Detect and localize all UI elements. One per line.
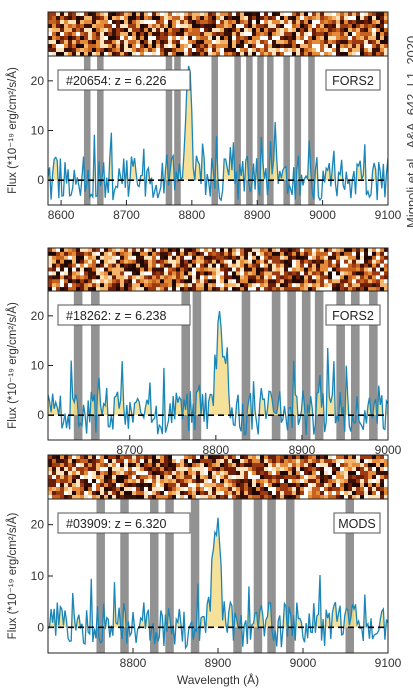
x-tick-label-3: 9000 — [290, 656, 317, 670]
x-tick-label-4: 9100 — [375, 656, 402, 670]
spectrum-2d-image — [48, 248, 388, 291]
x-tick-label-2: 8700 — [113, 208, 140, 222]
x-axis-label: Wavelength (Å) — [177, 672, 259, 687]
instrument-label-text: MODS — [338, 517, 376, 531]
y-tick-label-3: 20 — [31, 309, 45, 323]
object-label: #20654: z = 6.226 — [58, 70, 190, 90]
spectrum-2d-image — [48, 455, 388, 499]
y-tick-label-1: 0 — [37, 408, 44, 422]
instrument-label: MODS — [334, 513, 380, 533]
instrument-label: FORS2 — [326, 305, 380, 325]
y-axis-label: Flux (*10⁻¹⁹ erg/cm²/s/Å) — [6, 302, 19, 429]
spectrum-2d-image — [48, 12, 388, 56]
object-label-text: #18262: z = 6.238 — [66, 309, 166, 323]
x-tick-label-4: 8900 — [244, 208, 271, 222]
y-tick-label-2: 10 — [31, 569, 45, 583]
x-tick-label-2: 8900 — [205, 656, 232, 670]
object-label: #18262: z = 6.238 — [58, 305, 190, 325]
citation-credit: Mignoli et al., A&A, 642, L1, 2020 — [404, 36, 413, 228]
instrument-label-text: FORS2 — [332, 309, 374, 323]
object-label-text: #20654: z = 6.226 — [66, 74, 166, 88]
x-tick-label-5: 9000 — [309, 208, 336, 222]
sky-line-band-11 — [295, 56, 302, 205]
object-label-text: #03909: z = 6.320 — [66, 517, 166, 531]
y-tick-label-3: 20 — [31, 74, 45, 88]
x-tick-label-3: 8800 — [178, 208, 205, 222]
sky-line-band-8 — [302, 291, 311, 440]
y-tick-label-2: 10 — [31, 124, 45, 138]
object-label: #03909: z = 6.320 — [58, 513, 190, 533]
y-tick-label-1: 0 — [37, 173, 44, 187]
x-tick-label-6: 9100 — [375, 208, 402, 222]
x-tick-label-1: 8800 — [120, 656, 147, 670]
instrument-label: FORS2 — [326, 70, 380, 90]
sky-line-band-6 — [272, 291, 281, 440]
y-tick-label-2: 10 — [31, 359, 45, 373]
x-tick-label-1: 8600 — [48, 208, 75, 222]
panel-3: 8800 8900 9000 9100 0 10 20 Flux (*10⁻¹⁹ erg/cm… — [6, 455, 402, 687]
sky-line-band-7 — [254, 499, 263, 653]
y-axis-label: Flux (*10⁻¹⁹ erg/cm²/s/Å) — [6, 513, 19, 640]
y-tick-label-3: 20 — [31, 518, 45, 532]
y-tick-label-1: 0 — [37, 620, 44, 634]
instrument-label-text: FORS2 — [332, 74, 374, 88]
y-axis-label: Flux (*10⁻¹⁹ erg/cm²/s/Å) — [6, 67, 19, 194]
panel-1: 8600 8700 8800 8900 9000 9100 0 10 20 Flux (*10⁻¹… — [6, 12, 402, 222]
